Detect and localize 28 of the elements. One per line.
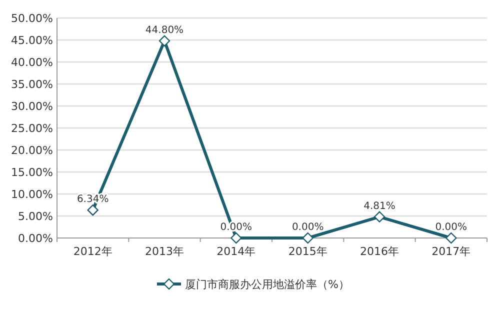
x-tick-label: 2016年	[360, 245, 399, 258]
y-tick-label: 10.00%	[11, 188, 53, 201]
y-tick-label: 0.00%	[18, 232, 53, 245]
y-tick-label: 20.00%	[11, 144, 53, 157]
legend-label: 厦门市商服办公用地溢价率（%）	[185, 278, 350, 291]
y-tick-label: 15.00%	[11, 166, 53, 179]
data-label: 44.80%	[145, 24, 184, 36]
y-tick-label: 5.00%	[18, 210, 53, 223]
point	[302, 232, 314, 244]
y-tick-label: 30.00%	[11, 100, 53, 113]
point	[446, 232, 457, 244]
y-tick-label: 25.00%	[11, 122, 53, 135]
data-label: 4.81%	[364, 200, 396, 212]
x-tick-label: 2012年	[73, 245, 112, 258]
y-tick-label: 35.00%	[11, 78, 53, 91]
point	[230, 232, 242, 244]
x-tick-label: 2015年	[288, 245, 328, 258]
x-tick-label: 2014年	[216, 245, 256, 258]
x-tick-label: 2017年	[432, 245, 471, 258]
y-tick-label: 45.00%	[11, 34, 53, 47]
point	[158, 35, 170, 46]
data-label: 0.00%	[292, 222, 324, 233]
x-tick-label: 2013年	[145, 245, 184, 258]
y-tick-label: 40.00%	[11, 56, 53, 69]
point	[87, 204, 98, 216]
point	[374, 211, 386, 222]
data-label: 0.00%	[435, 222, 468, 233]
y-tick-label: 50.00%	[11, 12, 53, 25]
